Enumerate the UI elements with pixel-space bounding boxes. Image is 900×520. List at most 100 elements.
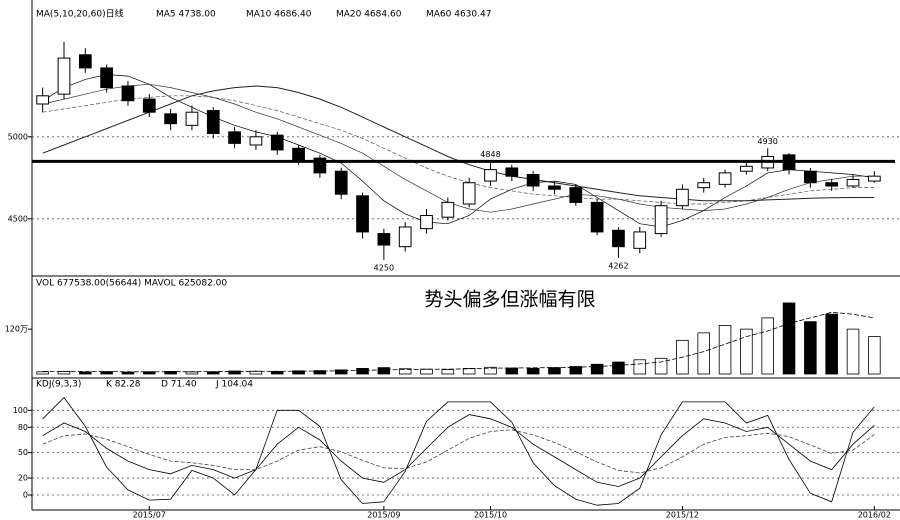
- volume-bar: [206, 371, 220, 375]
- y-tick-label: 50: [18, 448, 28, 457]
- legend-entry: MA20 4684.60: [336, 10, 402, 20]
- volume-bar: [441, 369, 455, 375]
- price-label: 4262: [608, 261, 628, 270]
- candle-body: [164, 113, 177, 125]
- legend-entry: J 104.04: [215, 380, 253, 390]
- series-line: [42, 95, 875, 205]
- x-tick-label: 2015/09: [367, 511, 400, 520]
- legend-entry: MA5 4738.00: [156, 10, 216, 20]
- volume-bar: [569, 366, 583, 375]
- candle-body: [462, 182, 476, 205]
- volume-bar: [846, 328, 860, 375]
- y-tick-label: 0: [23, 490, 28, 499]
- candle-body: [612, 229, 625, 248]
- volume-bar: [782, 302, 796, 375]
- volume-bar: [420, 368, 433, 375]
- y-tick-label: 4500: [8, 214, 28, 223]
- series-line: [42, 414, 875, 487]
- volume-bar: [356, 367, 369, 375]
- candle-body: [185, 111, 199, 126]
- volume-bar: [548, 367, 561, 375]
- candle-body: [548, 185, 561, 190]
- x-tick-label: 2016/02: [858, 511, 891, 520]
- volume-bar: [612, 361, 625, 375]
- candle-body: [867, 175, 881, 182]
- volume-bar: [740, 328, 753, 375]
- candle-body: [206, 110, 220, 135]
- y-tick-label: 120万: [5, 325, 28, 334]
- y-tick-label: 20: [18, 474, 28, 483]
- candle-body: [740, 165, 753, 172]
- price-label: 4848: [480, 150, 500, 159]
- series-line: [42, 396, 875, 506]
- candle-body: [249, 136, 263, 146]
- candle-body: [313, 157, 327, 174]
- candle-body: [676, 188, 689, 207]
- candle-body: [121, 85, 135, 102]
- volume-bar: [79, 371, 92, 375]
- candle-body: [57, 57, 71, 95]
- volume-bar: [633, 359, 647, 375]
- candle-body: [654, 205, 668, 235]
- y-tick-label: 100: [13, 406, 28, 415]
- series-line: [42, 311, 875, 373]
- candle-body: [697, 182, 711, 189]
- candle-body: [78, 54, 92, 69]
- candle-body: [590, 201, 604, 233]
- candle-body: [526, 174, 540, 187]
- volume-bar: [868, 336, 881, 375]
- candle-body: [356, 195, 369, 233]
- volume-bar: [590, 363, 604, 375]
- x-tick-label: 2015/12: [666, 511, 699, 520]
- candle-body: [484, 169, 497, 182]
- candle-body: [441, 201, 455, 218]
- volume-bar: [505, 367, 519, 375]
- volume-bar: [484, 366, 497, 375]
- price-label: 4930: [758, 137, 778, 146]
- candle-body: [377, 233, 391, 246]
- legend-entry: D 71.40: [161, 380, 197, 390]
- volume-bar: [36, 371, 49, 375]
- candle-body: [846, 178, 860, 187]
- candle-body: [803, 170, 817, 184]
- series-line: [42, 83, 875, 213]
- candle-body: [292, 147, 305, 161]
- candle-body: [718, 172, 732, 185]
- annotation: 势头偏多但涨幅有限: [424, 289, 595, 311]
- volume-bar: [228, 370, 241, 375]
- volume-bar: [761, 317, 774, 375]
- legend-entry: MA10 4686.40: [246, 10, 312, 20]
- volume-bar: [398, 368, 412, 375]
- volume-bar: [185, 371, 199, 375]
- x-tick-label: 2015/07: [133, 511, 166, 520]
- volume-bar: [526, 367, 540, 375]
- series-line: [42, 429, 875, 474]
- y-tick-label: 5000: [8, 132, 28, 141]
- price-label: 4250: [374, 263, 394, 272]
- volume-bar: [718, 324, 732, 375]
- candle-body: [228, 131, 241, 144]
- kdj-title: KDJ(9,3,3): [36, 380, 81, 390]
- volume-bar: [462, 367, 476, 375]
- price-title: MA(5,10,20,60)日线: [36, 8, 124, 20]
- volume-title: VOL 677538.00(56644) MAVOL 625082.00: [36, 279, 227, 289]
- candle-body: [825, 182, 839, 187]
- volume-bar: [804, 321, 817, 375]
- candle-body: [270, 134, 284, 151]
- volume-bar: [697, 332, 711, 375]
- series-line: [42, 74, 875, 228]
- candle-body: [398, 226, 412, 248]
- candle-body: [142, 98, 156, 113]
- volume-bar: [270, 370, 284, 375]
- volume-bar: [654, 357, 668, 375]
- candle-body: [420, 215, 433, 230]
- volume-bar: [121, 371, 135, 375]
- candle-body: [36, 95, 50, 105]
- candle-body: [334, 170, 348, 195]
- volume-bar: [825, 313, 838, 375]
- volume-bar: [377, 367, 391, 375]
- candle-body: [633, 231, 647, 249]
- candle-body: [505, 167, 519, 177]
